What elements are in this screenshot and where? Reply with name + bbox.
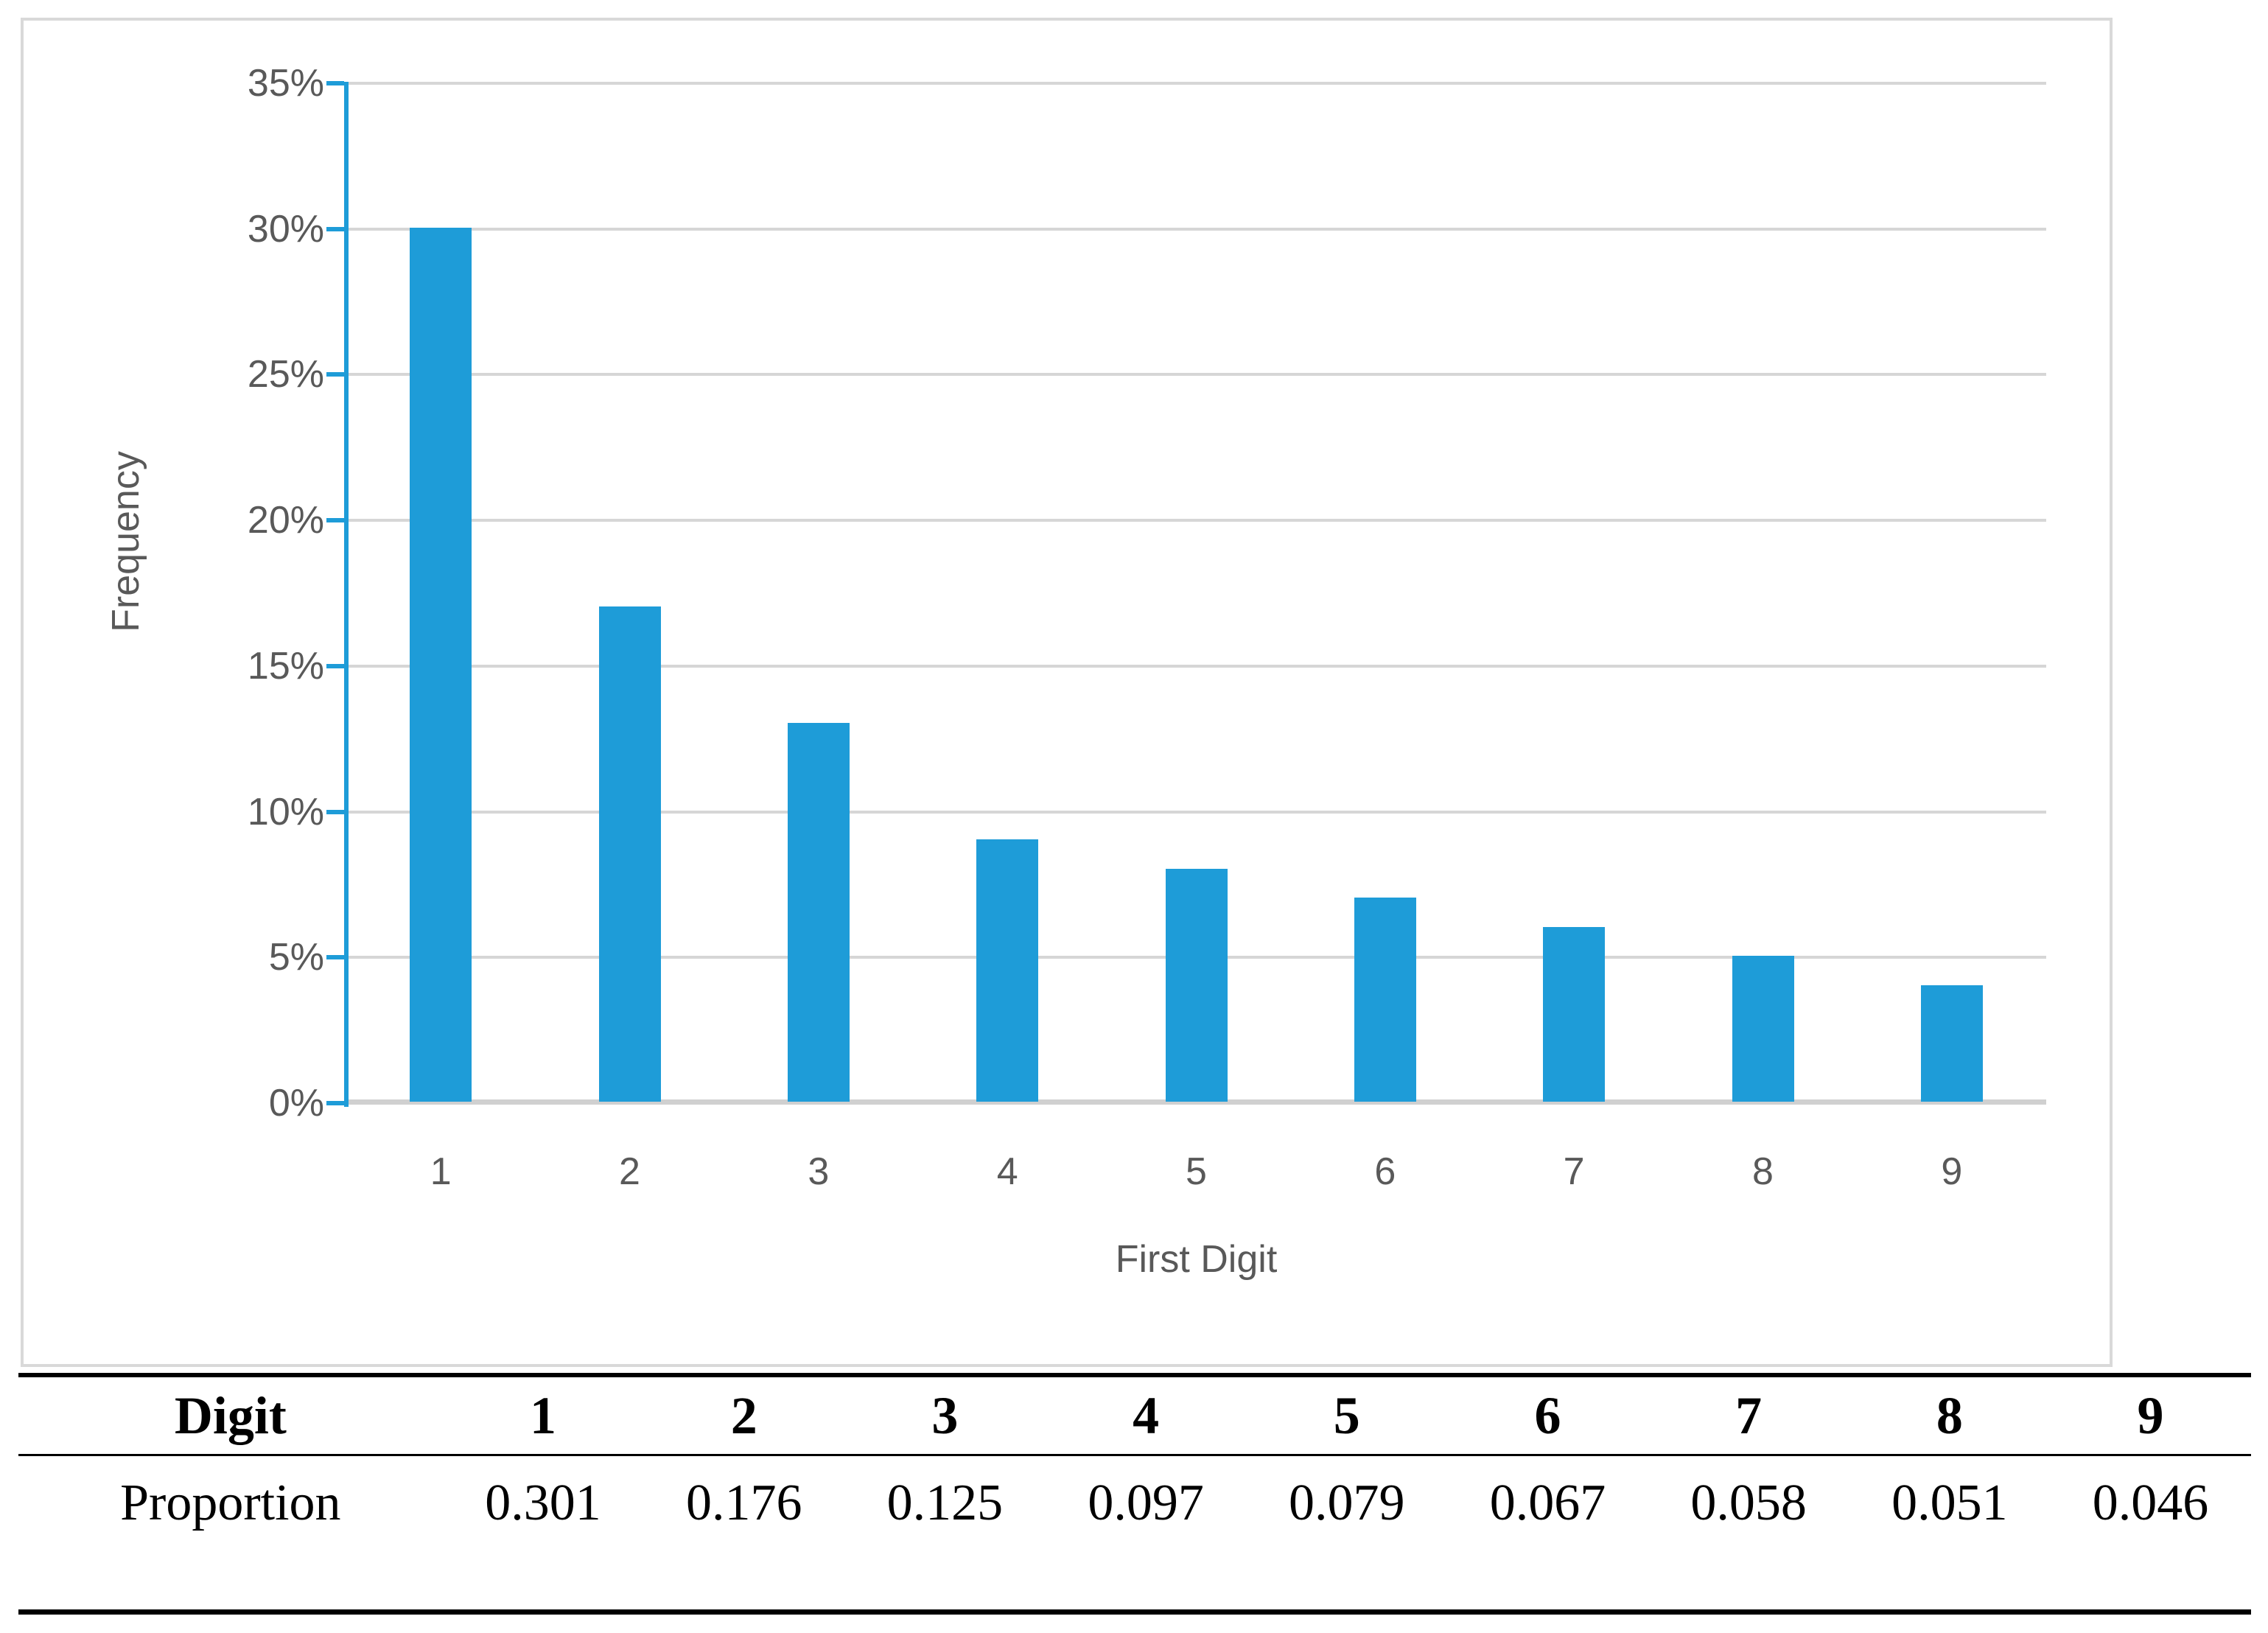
table-proportion-digit-1: 0.301 [485, 1475, 601, 1531]
y-tick-label: 20% [247, 499, 324, 542]
table-header-digit-5: 5 [1333, 1386, 1360, 1445]
gridline [346, 373, 2046, 377]
y-axis-tick [326, 518, 344, 523]
proportion-table: Digit 1 2 3 4 5 6 7 8 9 Proportion 0.301 0.176 0.125… [18, 1373, 2251, 1615]
gridline [346, 810, 2046, 814]
table-header-digit-label: Digit [174, 1386, 287, 1445]
bar-digit-8 [1732, 956, 1794, 1102]
y-axis-tick-labels: 35% 30% 25% 20% 15% 10% 5% 0% [24, 64, 324, 1122]
y-tick-label: 0% [268, 1082, 324, 1125]
table-proportion-digit-9: 0.046 [2092, 1475, 2209, 1531]
table-header-digit-6: 6 [1534, 1386, 1561, 1445]
gridline [346, 664, 2046, 668]
table-proportion-digit-6: 0.067 [1489, 1475, 1606, 1531]
plot-area [326, 81, 2046, 1107]
table-proportion-digit-2: 0.176 [685, 1475, 802, 1531]
y-tick-label: 5% [268, 936, 324, 979]
x-tick-label: 2 [619, 1150, 640, 1193]
x-tick-label: 7 [1563, 1150, 1585, 1193]
table-header-digit-9: 9 [2137, 1386, 2164, 1445]
y-tick-label: 35% [247, 62, 324, 105]
x-tick-label: 3 [808, 1150, 830, 1193]
y-axis-tick [326, 226, 344, 231]
x-axis-baseline [346, 1099, 2046, 1105]
x-tick-label: 8 [1752, 1150, 1774, 1193]
x-axis-title: First Digit [1115, 1238, 1278, 1281]
x-tick-label: 6 [1374, 1150, 1396, 1193]
bar-digit-3 [787, 722, 850, 1102]
bar-digit-9 [1920, 985, 1983, 1102]
table-spacer [18, 1550, 2251, 1609]
bar-digit-2 [598, 606, 661, 1102]
table-header-row: Digit 1 2 3 4 5 6 7 8 9 [18, 1377, 2251, 1456]
table-row-proportion-label: Proportion [120, 1475, 341, 1531]
table-proportion-digit-5: 0.079 [1289, 1475, 1405, 1531]
table-header-digit-4: 4 [1133, 1386, 1160, 1445]
table-header-digit-7: 7 [1735, 1386, 1763, 1445]
table-proportion-digit-7: 0.058 [1690, 1475, 1807, 1531]
x-axis-tick-labels: 1 2 3 4 5 6 7 8 9 [346, 1151, 2046, 1192]
y-axis-tick [326, 372, 344, 377]
y-axis-tick [326, 955, 344, 960]
table-header-digit-2: 2 [730, 1386, 757, 1445]
table-header-digit-1: 1 [530, 1386, 557, 1445]
bar-digit-7 [1543, 926, 1606, 1102]
bar-digit-1 [410, 227, 472, 1102]
x-tick-label: 4 [996, 1150, 1018, 1193]
table-proportion-digit-8: 0.051 [1891, 1475, 2008, 1531]
y-axis-line [344, 82, 349, 1107]
bar-digit-4 [976, 839, 1039, 1102]
gridline [346, 519, 2046, 522]
y-tick-label: 15% [247, 644, 324, 688]
y-axis-tick [326, 1101, 344, 1105]
y-axis-tick [326, 809, 344, 814]
table-value-row: Proportion 0.301 0.176 0.125 0.097 0.079 0.067… [18, 1456, 2251, 1550]
x-tick-label: 9 [1941, 1150, 1963, 1193]
table-proportion-digit-4: 0.097 [1088, 1475, 1204, 1531]
bar-digit-6 [1354, 898, 1416, 1102]
x-tick-label: 1 [430, 1150, 452, 1193]
y-tick-label: 10% [247, 790, 324, 833]
bar-digit-5 [1165, 868, 1228, 1102]
table-proportion-digit-3: 0.125 [886, 1475, 1004, 1531]
gridline [346, 227, 2046, 231]
table-header-digit-3: 3 [931, 1386, 959, 1445]
y-axis-tick [326, 81, 344, 85]
y-tick-label: 30% [247, 207, 324, 251]
x-tick-label: 5 [1186, 1150, 1207, 1193]
y-axis-tick [326, 663, 344, 668]
table-header-digit-8: 8 [1936, 1386, 1963, 1445]
gridline [346, 82, 2046, 85]
y-tick-label: 25% [247, 353, 324, 396]
